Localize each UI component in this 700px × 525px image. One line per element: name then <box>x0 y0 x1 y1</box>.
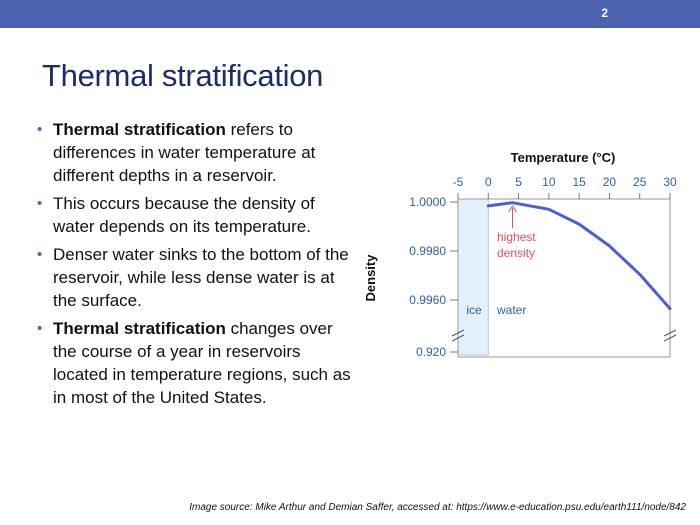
density-chart: Temperature (°C) -5 0 5 10 15 20 25 30 Density 1.0… <box>363 150 677 359</box>
bullet-dot-icon: • <box>37 121 43 138</box>
bullet-bold-text: Thermal stratification <box>53 120 226 139</box>
ice-region <box>457 198 489 356</box>
image-source-caption: Image source: Mike Arthur and Demian Saf… <box>189 502 686 513</box>
slide-title: Thermal stratification <box>42 58 324 93</box>
plot-frame <box>457 198 671 358</box>
bullet-bold-text: Thermal stratification <box>53 319 226 338</box>
x-tick-label: 20 <box>603 175 617 189</box>
x-tick-label: 0 <box>485 175 492 189</box>
water-label: water <box>496 303 526 317</box>
bullet-dot-icon: • <box>37 246 43 263</box>
x-tick-label: 5 <box>515 175 522 189</box>
highest-density-label: density <box>497 246 535 260</box>
bullet-text: This occurs because the density of water… <box>53 194 315 236</box>
highest-density-label: highest <box>497 230 536 244</box>
axis-break-mark <box>451 334 465 342</box>
bullet-text: changes over the course of a year in res… <box>53 319 351 407</box>
top-bar: 2 <box>0 0 700 28</box>
bullet-item: • Thermal stratification changes over the… <box>32 317 352 409</box>
axis-break-mark <box>451 329 465 337</box>
bullet-item: • This occurs because the density of wate… <box>32 192 352 238</box>
bullet-dot-icon: • <box>37 320 43 337</box>
bullet-item: • Denser water sinks to the bottom of the… <box>32 243 352 312</box>
x-tick-label: 25 <box>633 175 647 189</box>
peak-arrow-icon <box>508 205 517 213</box>
bullet-list: • Thermal stratification refers to differ… <box>32 118 352 414</box>
bullet-text: refers to differences in water temperatu… <box>53 120 316 185</box>
y-tick-label: 1.0000 <box>409 195 446 209</box>
x-tick-label: -5 <box>453 175 464 189</box>
x-tick-label: 10 <box>542 175 556 189</box>
y-tick-label: 0.920 <box>416 345 446 359</box>
x-axis-label: Temperature (°C) <box>511 150 616 165</box>
bullet-text: Denser water sinks to the bottom of the … <box>53 245 349 310</box>
axis-break-mark <box>663 334 677 342</box>
y-tick-label: 0.9960 <box>409 293 446 307</box>
y-tick-label: 0.9980 <box>409 244 446 258</box>
x-tick-label: 30 <box>663 175 677 189</box>
density-curve <box>486 201 672 311</box>
ice-label: ice <box>466 303 482 317</box>
y-axis-label: Density <box>363 254 378 302</box>
slide-number: 2 <box>601 6 608 20</box>
axis-break-mark <box>663 329 677 337</box>
x-tick-label: 15 <box>572 175 586 189</box>
bullet-dot-icon: • <box>37 195 43 212</box>
bullet-item: • Thermal stratification refers to differ… <box>32 118 352 187</box>
